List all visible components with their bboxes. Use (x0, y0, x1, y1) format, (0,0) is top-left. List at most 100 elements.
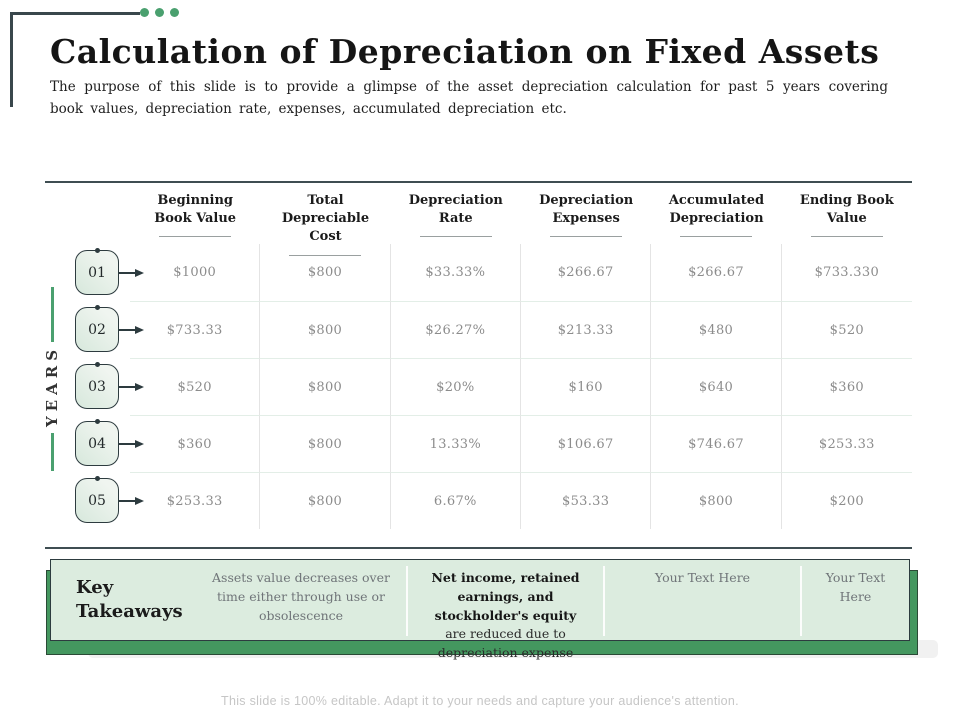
table-cell: $53.33 (520, 472, 652, 529)
table-cell: $800 (260, 472, 391, 529)
table-cell: $20% (390, 358, 521, 415)
year-slot: 05 (75, 472, 144, 529)
takeaways-divider (406, 566, 408, 636)
takeaways-heading: Key Takeaways (76, 576, 183, 622)
header-underline (680, 236, 753, 238)
table-cell: $213.33 (520, 301, 652, 358)
table-cell: $360 (130, 415, 261, 472)
table-cell: $253.33 (130, 472, 261, 529)
column-header-label: Accumulated Depreciation (668, 193, 765, 227)
arrow-right-icon (135, 439, 144, 448)
takeaway-item: Net income, retained earnings, and stock… (408, 560, 603, 660)
year-badge-label: 02 (88, 321, 106, 338)
years-axis-line (51, 287, 54, 342)
header-underline (810, 236, 883, 238)
arrow-line (119, 271, 135, 274)
table-cell: 13.33% (390, 415, 521, 472)
column-header-label: Depreciation Expenses (539, 193, 634, 227)
arrow-right-icon (135, 268, 144, 277)
accent-dots-icon (140, 8, 179, 17)
table-cell: $33.33% (391, 244, 521, 301)
column-header: Beginning Book Value (130, 192, 260, 256)
arrow-line (119, 442, 135, 445)
badge-pin-icon (94, 476, 100, 481)
year-badge-label: 04 (88, 435, 106, 452)
year-badge-label: 03 (88, 378, 106, 395)
header-underline (289, 254, 362, 256)
year-slot: 01 (75, 244, 144, 301)
dot-icon (140, 8, 149, 17)
table-cell: $800 (260, 415, 391, 472)
year-badge: 05 (75, 476, 119, 523)
column-header-label: Total Depreciable Cost (281, 193, 370, 245)
table-cell: $640 (651, 358, 782, 415)
badge-pin-icon (94, 419, 100, 424)
arrow-line (119, 328, 135, 331)
header-underline (550, 236, 623, 238)
table-cell: $360 (781, 358, 912, 415)
year-badge: 01 (75, 248, 119, 295)
dot-icon (155, 8, 164, 17)
footer-note: This slide is 100% editable. Adapt it to… (221, 694, 739, 708)
table-cell: $253.33 (781, 415, 912, 472)
year-badge: 04 (75, 419, 119, 466)
takeaway-text-bold: Net income, retained earnings, and stock… (431, 570, 580, 623)
table-cell: $26.27% (390, 301, 521, 358)
arrow-right-icon (135, 325, 144, 334)
column-header-label: Depreciation Rate (408, 193, 503, 227)
table-cell: $800 (651, 472, 782, 529)
corner-line-vertical (10, 12, 13, 107)
column-header-label: Beginning Book Value (154, 193, 237, 227)
table-top-rule (45, 181, 912, 183)
table-cell: $1000 (130, 244, 261, 301)
table-cell: 6.67% (390, 472, 521, 529)
years-axis-line (51, 433, 54, 471)
takeaway-placeholder-text: Your Text Here (825, 570, 886, 604)
table-cell: $520 (130, 358, 261, 415)
table-bottom-rule (45, 547, 912, 549)
column-header: Accumulated Depreciation (651, 192, 781, 256)
takeaway-text: are reduced due to depreciation expense (437, 626, 574, 660)
year-slot: 04 (75, 415, 144, 472)
years-axis-label: YEARS (43, 344, 61, 428)
year-badge: 03 (75, 362, 119, 409)
takeaway-item: Your Text Here (802, 560, 909, 640)
year-badge-label: 01 (88, 264, 106, 281)
table-header-row: Beginning Book Value Total Depreciable C… (130, 192, 912, 256)
arrow-right-icon (135, 496, 144, 505)
arrow-line (119, 385, 135, 388)
arrow-line (119, 499, 135, 502)
takeaway-text: Assets value decreases over time either … (212, 570, 390, 623)
takeaway-placeholder-text: Your Text Here (654, 570, 751, 585)
dot-icon (170, 8, 179, 17)
header-underline (419, 236, 492, 238)
column-header: Depreciation Rate (391, 192, 521, 256)
takeaways-panel: Key Takeaways Assets value decreases ove… (50, 559, 910, 660)
year-badges-column: 01 02 03 04 05 (75, 244, 144, 529)
table-cell: $800 (260, 244, 391, 301)
table-cell: $800 (260, 301, 391, 358)
page-subtitle: The purpose of this slide is to provide … (50, 79, 888, 118)
year-slot: 02 (75, 301, 144, 358)
table-cell: $746.67 (651, 415, 782, 472)
table-cell: $266.67 (521, 244, 652, 301)
takeaways-divider (603, 566, 605, 636)
column-header: Total Depreciable Cost (260, 192, 390, 256)
column-header-label: Ending Book Value (799, 193, 894, 227)
table-cell: $200 (781, 472, 912, 529)
page-title: Calculation of Depreciation on Fixed Ass… (50, 32, 880, 71)
table-cell: $106.67 (520, 415, 652, 472)
takeaway-item: Your Text Here (605, 560, 800, 640)
table-cell: $160 (520, 358, 652, 415)
table-body: $1000 $800 $33.33% $266.67 $266.67 $733.… (130, 244, 912, 529)
year-slot: 03 (75, 358, 144, 415)
takeaway-item: Assets value decreases over time either … (196, 560, 406, 640)
badge-pin-icon (94, 362, 100, 367)
badge-pin-icon (94, 248, 100, 253)
year-badge-label: 05 (88, 492, 106, 509)
arrow-right-icon (135, 382, 144, 391)
corner-line-horizontal (10, 12, 140, 15)
year-badge: 02 (75, 305, 119, 352)
column-header: Ending Book Value (782, 192, 912, 256)
